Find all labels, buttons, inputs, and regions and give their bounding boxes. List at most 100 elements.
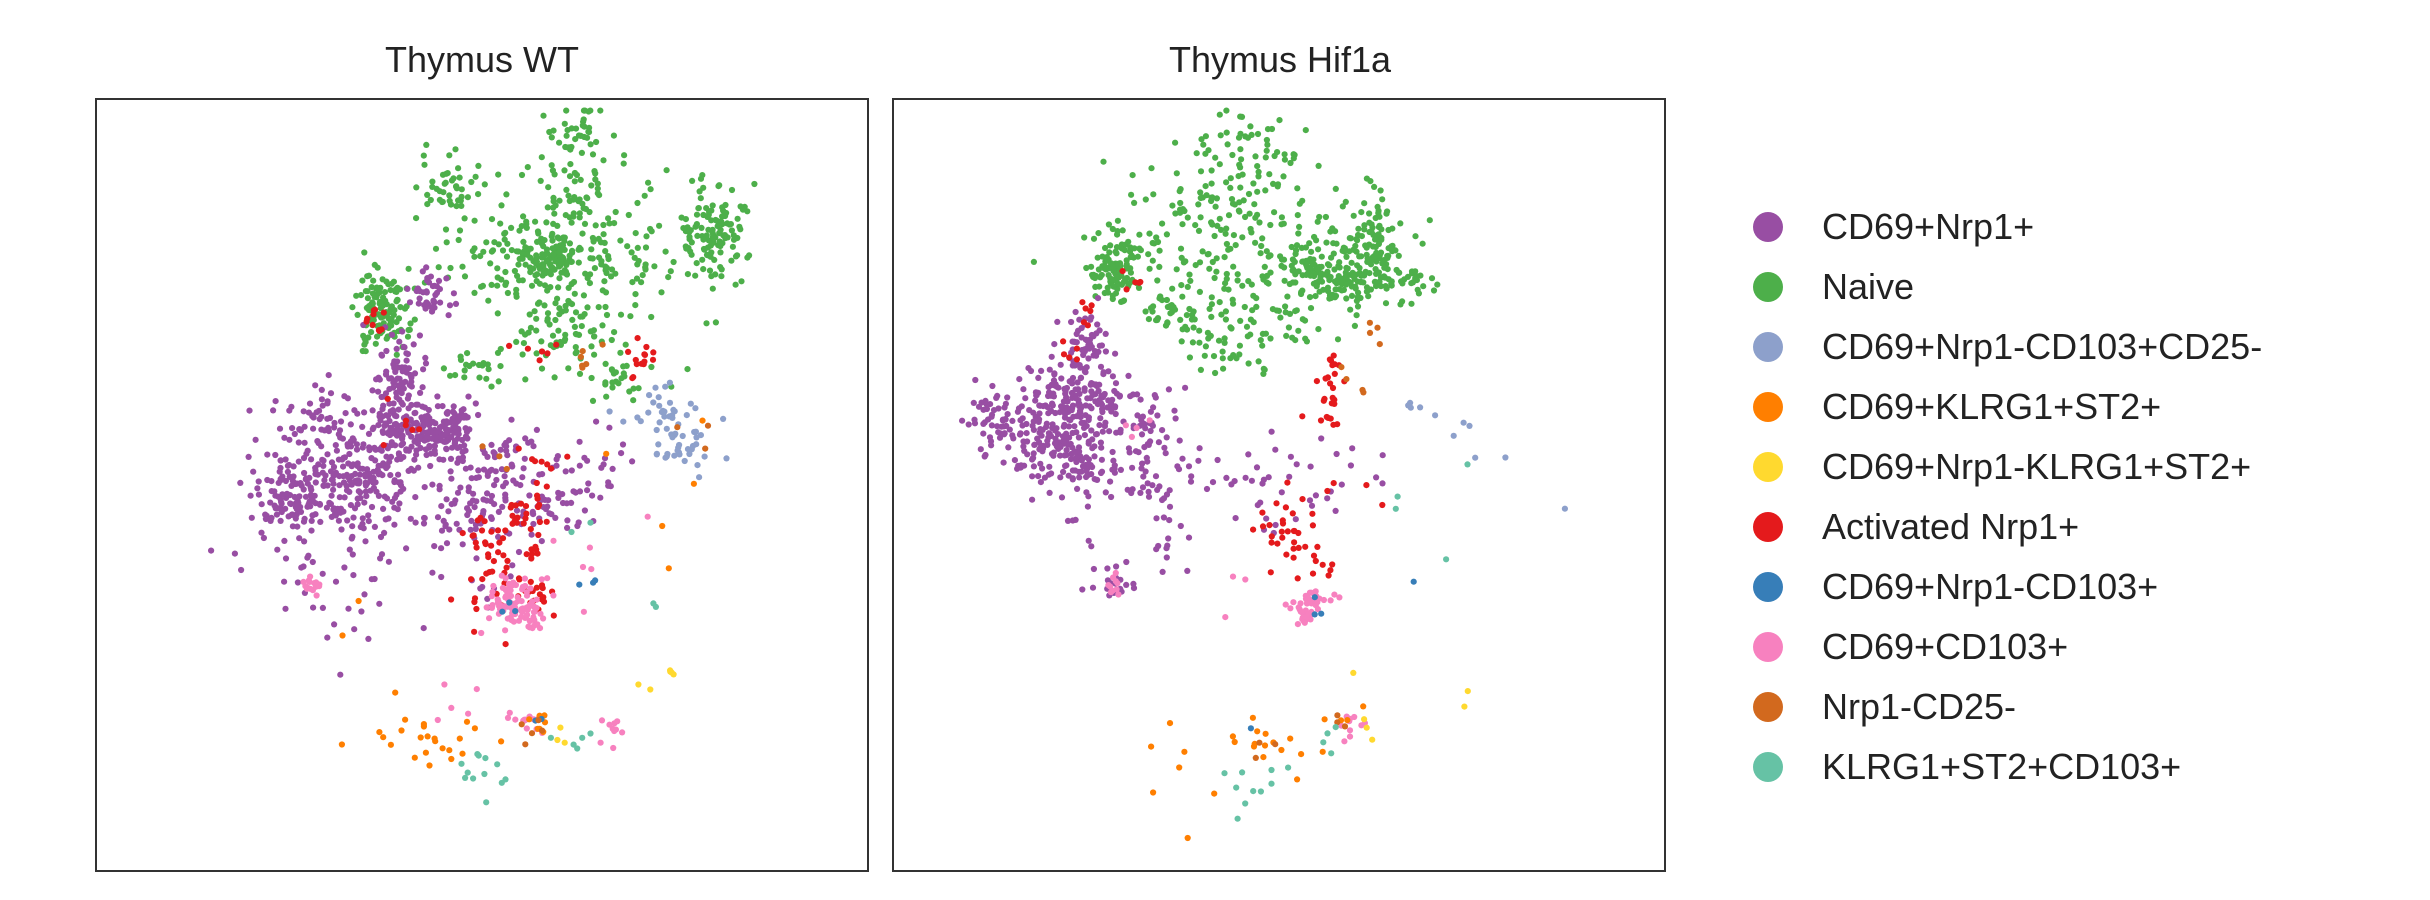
point-activated-nrp1 [522,503,530,510]
point-cd69-nrp1 [1098,456,1105,463]
point-cd69-cd103 [504,714,512,722]
point-naive [1318,253,1325,260]
point-cd69-nrp1 [434,403,441,410]
point-cd69-nrp1 [1123,581,1130,589]
point-cd69-cd103 [1327,597,1334,604]
point-naive [1339,275,1346,282]
point-naive [1196,288,1203,295]
point-cd69-nrp1 [1064,517,1072,525]
point-cd69-nrp1 [292,480,299,488]
point-naive [589,151,597,158]
point-naive [550,127,557,134]
point-cd69-klrg1-st2 [659,522,666,530]
point-naive [1221,339,1228,346]
point-naive [658,289,665,296]
point-naive [620,160,627,167]
point-activated-nrp1 [1330,480,1337,487]
point-cd69-nrp1 [1072,386,1079,393]
point-cd69-nrp1 [465,393,472,400]
point-naive [1102,263,1109,270]
point-cd69-nrp1 [282,605,289,612]
point-naive [581,311,588,318]
point-naive [1352,242,1359,250]
point-nrp1-cd25 [528,730,536,737]
point-cd69-nrp1 [1127,393,1134,400]
point-cd69-nrp1 [1109,373,1116,380]
point-naive [571,194,578,201]
point-cd69-nrp1 [431,447,438,454]
point-naive [709,229,716,236]
point-nrp1-cd25 [674,424,681,431]
point-cd69-nrp1 [302,493,310,500]
point-nrp1-cd25 [1376,341,1383,348]
point-cd69-klrg1-st2 [471,725,478,732]
point-cd69-nrp1 [365,430,373,437]
point-cd69-nrp1-cd103-cd25 [679,432,686,440]
point-cd69-cd103 [512,716,519,723]
point-cd69-nrp1 [429,569,436,576]
point-naive [515,261,522,268]
point-cd69-nrp1 [328,476,335,483]
point-naive [647,186,654,193]
point-naive [1353,248,1360,255]
point-cd69-nrp1 [1020,386,1027,393]
point-naive [718,273,725,280]
point-cd69-nrp1 [480,466,488,473]
point-activated-nrp1 [1331,370,1338,377]
point-cd69-nrp1 [1075,468,1083,475]
point-cd69-nrp1 [593,418,600,425]
point-cd69-nrp1 [1057,443,1064,450]
point-activated-nrp1 [378,326,385,333]
point-naive [1136,231,1143,238]
point-cd69-nrp1 [387,453,395,460]
point-naive [1223,107,1230,114]
legend-label-naive: Naive [1822,266,1914,307]
point-cd69-nrp1 [309,498,317,505]
point-cd69-nrp1 [383,412,390,419]
point-naive [1211,274,1218,282]
point-cd69-cd103 [312,583,319,590]
point-cd69-nrp1 [351,407,358,414]
point-naive [1299,197,1306,204]
point-activated-nrp1 [1313,378,1320,385]
point-cd69-nrp1-cd103 [499,608,506,615]
point-klrg1-st2-cd103 [1221,770,1228,777]
point-cd69-nrp1-cd103-cd25 [692,405,699,412]
point-cd69-klrg1-st2 [448,755,455,763]
point-naive [683,245,690,252]
point-naive [1278,221,1285,228]
legend-label-cd69-nrp1-cd103: CD69+Nrp1-CD103+ [1822,566,2158,607]
point-nrp1-cd25 [599,341,606,348]
point-cd69-nrp1-cd103-cd25 [694,462,701,469]
point-cd69-nrp1 [252,436,259,443]
point-naive [1287,159,1294,167]
point-naive [751,180,758,188]
point-cd69-nrp1 [397,488,404,495]
point-cd69-cd103 [550,537,557,544]
point-cd69-klrg1-st2 [380,734,387,741]
point-activated-nrp1 [543,483,550,490]
point-cd69-nrp1 [330,486,337,493]
point-cd69-nrp1 [447,468,454,475]
point-naive [1329,225,1336,232]
point-naive [1236,351,1243,358]
point-cd69-nrp1 [331,621,338,628]
point-cd69-klrg1-st2 [392,689,399,696]
point-naive [1258,242,1265,250]
point-naive [599,287,606,294]
point-cd69-nrp1 [390,384,397,391]
point-cd69-nrp1 [977,446,984,453]
point-naive [534,300,542,307]
point-cd69-nrp1-cd103-cd25 [1561,505,1568,512]
point-activated-nrp1 [523,551,530,558]
point-naive [1184,283,1191,290]
point-naive [1245,190,1253,198]
point-cd69-nrp1 [1108,493,1115,501]
point-cd69-klrg1-st2 [432,738,439,745]
point-cd69-nrp1-cd103-cd25 [606,408,613,415]
point-naive [365,272,373,279]
point-naive [606,220,613,227]
point-cd69-nrp1 [397,479,404,486]
point-cd69-nrp1 [1179,455,1186,462]
point-cd69-nrp1 [295,439,302,446]
